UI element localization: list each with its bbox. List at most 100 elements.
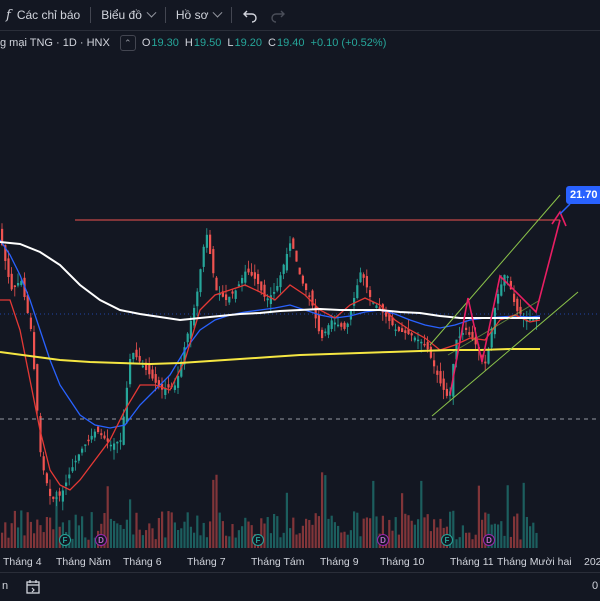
volume-bar <box>45 517 48 548</box>
volume-bar <box>458 537 461 548</box>
ma-white-line <box>0 241 540 322</box>
volume-bar <box>279 537 282 548</box>
volume-bar <box>42 532 45 548</box>
candle-body <box>218 293 221 296</box>
candle-body <box>237 284 240 287</box>
volume-bar <box>500 521 503 548</box>
volume-bar <box>321 472 324 548</box>
candle-body <box>356 285 359 299</box>
candle-body <box>269 295 272 304</box>
volume-bar <box>1 532 4 548</box>
volume-bar <box>372 480 375 548</box>
indicators-button[interactable]: f Các chỉ báo <box>0 0 86 30</box>
volume-bar <box>10 523 13 548</box>
candle-body <box>4 245 7 261</box>
volume-bar <box>349 530 352 548</box>
volume-bar <box>375 516 378 548</box>
volume-bar <box>84 537 87 548</box>
candle-body <box>231 291 234 294</box>
candle-body <box>93 431 96 438</box>
chart-type-button[interactable]: Biểu đồ <box>95 0 161 30</box>
candle-body <box>276 286 279 291</box>
volume-bar <box>215 474 218 548</box>
candle-body <box>407 328 410 335</box>
volume-bar <box>513 516 516 548</box>
undo-button[interactable] <box>236 0 264 30</box>
earnings-marker[interactable]: F <box>59 534 71 546</box>
candle-body <box>426 342 429 350</box>
dividend-marker[interactable]: D <box>95 534 107 546</box>
volume-bar <box>113 520 116 548</box>
time-axis[interactable]: Tháng 4 Tháng Năm Tháng 6 Tháng 7 Tháng … <box>0 550 600 572</box>
ma-red-line <box>0 284 541 491</box>
volume-bar <box>506 485 509 548</box>
candle-body <box>468 332 471 335</box>
volume-bar <box>225 535 228 548</box>
earnings-marker[interactable]: F <box>441 534 453 546</box>
candle-body <box>141 365 144 368</box>
chevron-up-icon[interactable]: ⌃ <box>119 35 136 51</box>
volume-bar <box>493 523 496 548</box>
candle-body <box>308 295 311 297</box>
low-key: L <box>227 37 234 49</box>
candle-body <box>404 330 407 334</box>
profile-button[interactable]: Hồ sơ <box>170 0 228 30</box>
volume-bar <box>205 537 208 548</box>
candle-body <box>135 349 138 358</box>
time-tick: Tháng 6 <box>123 556 162 568</box>
candle-body <box>17 283 20 286</box>
candle-body <box>103 435 106 439</box>
channel-mid-line <box>447 299 541 356</box>
candle-body <box>429 346 432 358</box>
volume-bar <box>522 482 525 548</box>
candle-body <box>311 290 314 306</box>
candle-body <box>391 317 394 326</box>
candle-body <box>397 326 400 331</box>
dividend-marker[interactable]: D <box>483 534 495 546</box>
price-chart[interactable] <box>0 52 600 550</box>
candle-body <box>285 254 288 271</box>
candle-body <box>266 298 269 301</box>
candle-body <box>433 360 436 367</box>
candle-body <box>490 328 493 348</box>
dividend-marker[interactable]: D <box>377 534 389 546</box>
volume-bar <box>173 522 176 548</box>
candle-body <box>199 269 202 293</box>
candle-body <box>183 347 186 365</box>
price-target-tag[interactable]: 21.70 <box>566 186 600 204</box>
candle-body <box>282 264 285 274</box>
volume-bar <box>263 523 266 548</box>
volume-bar <box>439 518 442 548</box>
volume-bar <box>340 532 343 548</box>
volume-bar <box>13 510 16 548</box>
symbol-title[interactable]: g mại TNG · 1D · HNX <box>0 37 110 49</box>
candle-body <box>212 249 215 274</box>
candles <box>1 223 538 511</box>
candle-body <box>509 280 512 290</box>
calendar-icon[interactable] <box>25 579 41 598</box>
volume-bar <box>343 531 346 548</box>
candle-body <box>413 337 416 341</box>
candle-body <box>500 284 503 296</box>
candle-body <box>77 454 80 461</box>
volume-bar <box>135 512 138 548</box>
volume-bar <box>189 526 192 548</box>
volume-bar <box>55 491 58 548</box>
volume-bar <box>301 525 304 548</box>
volume-bar <box>529 526 532 548</box>
redo-button[interactable] <box>264 0 292 30</box>
candle-body <box>45 473 48 484</box>
volume-bar <box>199 535 202 548</box>
volume-bar <box>49 517 52 548</box>
volume-bar <box>93 537 96 548</box>
time-tick: Tháng Mười hai <box>497 556 572 568</box>
candle-body <box>292 238 295 249</box>
candle-body <box>209 234 212 254</box>
candle-body <box>535 318 538 321</box>
volume-bar <box>388 519 391 548</box>
candle-body <box>29 317 32 329</box>
volume-bar <box>308 520 311 548</box>
earnings-marker[interactable]: F <box>252 534 264 546</box>
candle-body <box>129 359 132 385</box>
toolbar-divider <box>164 7 166 23</box>
